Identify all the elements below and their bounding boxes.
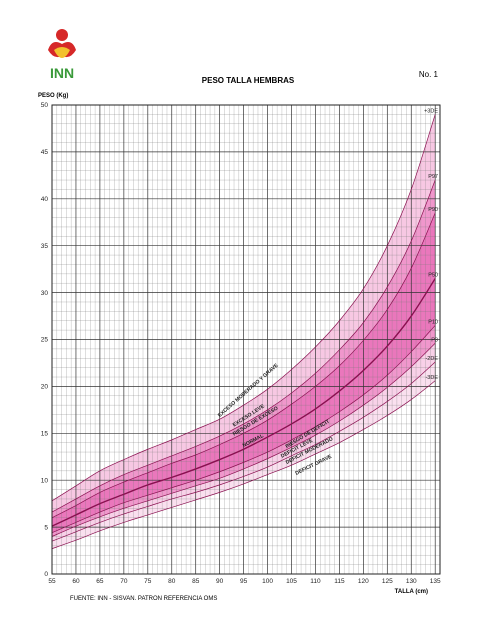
chart-title: PESO TALLA HEMBRAS	[202, 76, 295, 85]
plot-frame	[51, 104, 441, 575]
y-tick-label: 30	[41, 290, 49, 297]
y-tick-labels: 0 5 10 15 20 25 30 35 40 45 50	[41, 102, 49, 578]
curve-label: +3DE	[424, 108, 438, 114]
x-tick-label: 105	[286, 578, 297, 585]
curve-2DE	[51, 361, 436, 542]
y-tick-label: 10	[41, 477, 49, 484]
inn-logo: INN	[48, 29, 76, 81]
x-axis-label: TALLA (cm)	[395, 589, 428, 595]
curve-label: P97	[428, 174, 438, 180]
grid-major	[51, 104, 440, 575]
y-tick-label: 40	[41, 196, 49, 203]
x-tick-label: 95	[240, 578, 248, 585]
curve-labels: +3DE P97 P90 P50 P10 P3 -2DE -3DE	[424, 108, 438, 380]
curve-label: P90	[428, 207, 438, 213]
curve-3DE	[51, 380, 436, 550]
x-tick-label: 110	[310, 578, 321, 585]
x-tick-label: 115	[334, 578, 345, 585]
x-tick-label: 80	[168, 578, 176, 585]
x-tick-label: 60	[72, 578, 80, 585]
logo-center-icon	[54, 47, 70, 58]
curve-label: P50	[428, 273, 438, 279]
y-tick-label: 50	[41, 102, 49, 109]
y-tick-label: 20	[41, 384, 49, 391]
x-tick-label: 70	[120, 578, 128, 585]
curve-label: -3DE	[425, 375, 438, 381]
y-tick-label: 35	[41, 243, 49, 250]
curve-label: -2DE	[425, 356, 438, 362]
x-tick-label: 135	[430, 578, 441, 585]
x-tick-label: 125	[382, 578, 393, 585]
x-tick-label: 130	[406, 578, 417, 585]
curve-P10	[51, 325, 436, 534]
curve-P97	[51, 179, 436, 513]
x-tick-label: 90	[216, 578, 224, 585]
percentile-curves	[51, 114, 436, 550]
y-tick-label: 45	[41, 149, 49, 156]
curve-label: P10	[428, 319, 438, 325]
y-tick-label: 25	[41, 337, 49, 344]
logo-head-icon	[56, 29, 68, 41]
curve-P90	[51, 212, 436, 519]
y-axis-label: PESO (Kg)	[38, 93, 68, 99]
logo-text: INN	[50, 65, 74, 81]
x-tick-label: 65	[96, 578, 104, 585]
x-tick-label: 85	[192, 578, 200, 585]
curve-label: P3	[431, 337, 438, 343]
sheet-number: No. 1	[419, 70, 439, 79]
x-tick-label: 75	[144, 578, 152, 585]
curve-P3	[51, 343, 436, 537]
x-tick-label: 100	[262, 578, 273, 585]
x-tick-label: 55	[48, 578, 56, 585]
curve-P50	[51, 278, 436, 527]
footer-source: FUENTE: INN - SISVAN. PATRON REFERENCIA …	[70, 596, 217, 602]
curve-3DE	[51, 114, 436, 502]
y-tick-label: 15	[41, 431, 49, 438]
y-tick-label: 5	[44, 524, 48, 531]
x-tick-label: 120	[358, 578, 369, 585]
x-tick-labels: 55 60 65 70 75 80 85 90 95 100 105 110 115 120 125 130 1…	[48, 578, 441, 585]
y-tick-label: 0	[44, 571, 48, 578]
